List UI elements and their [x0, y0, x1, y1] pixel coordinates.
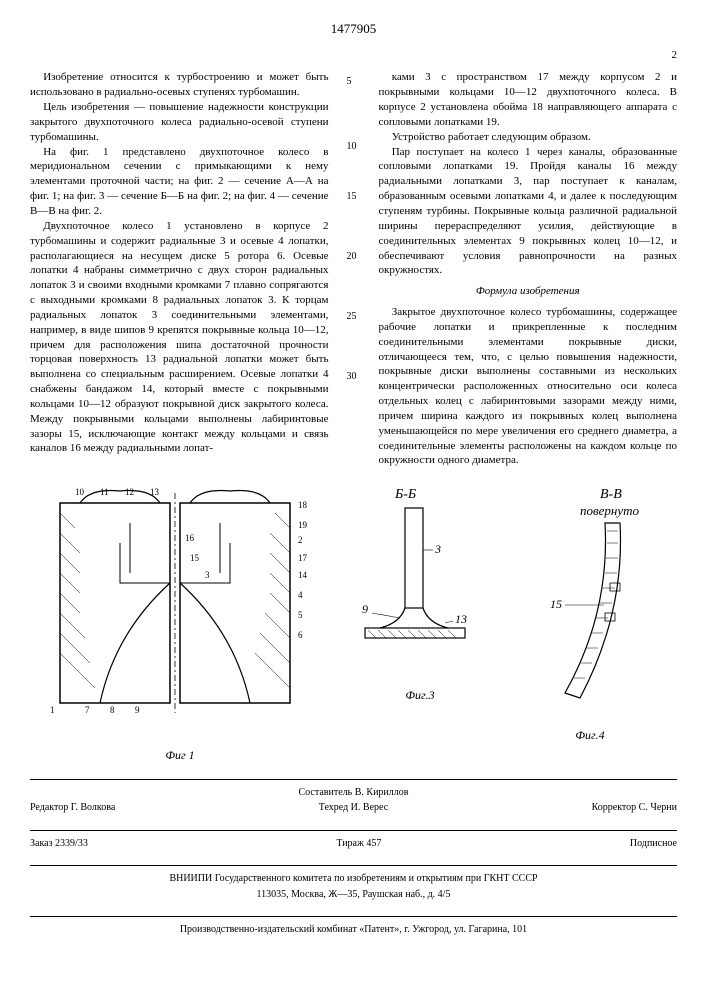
right-column: ками 3 с пространством 17 между корпусом…: [379, 70, 678, 468]
svg-text:18: 18: [298, 500, 308, 510]
plant: Производственно-издательский комбинат «П…: [30, 923, 677, 937]
para: Цель изобретения — повышение надежности …: [30, 100, 329, 145]
para: ками 3 с пространством 17 между корпусом…: [379, 70, 678, 129]
svg-text:повернуто: повернуто: [580, 503, 640, 518]
address: 113035, Москва, Ж—35, Раушская наб., д. …: [30, 888, 677, 902]
svg-text:3: 3: [205, 570, 210, 580]
credits-row: Редактор Г. Волкова Техред И. Верес Корр…: [30, 801, 677, 815]
vniipi: ВНИИПИ Государственного комитета по изоб…: [30, 872, 677, 886]
tirazh: Тираж 457: [336, 837, 381, 851]
para: Пар поступает на колесо 1 через каналы, …: [379, 145, 678, 279]
left-column: Изобретение относится к турбостроению и …: [30, 70, 329, 468]
fig4-caption: Фиг.4: [575, 727, 604, 743]
figure-4: В-В повернуто 15 Фиг.4: [510, 483, 670, 743]
fig4-svg: В-В повернуто 15: [510, 483, 670, 723]
svg-text:5: 5: [298, 610, 303, 620]
svg-text:13: 13: [455, 612, 467, 626]
svg-text:15: 15: [550, 597, 562, 611]
svg-text:4: 4: [298, 590, 303, 600]
divider: [30, 830, 677, 831]
order: Заказ 2339/33: [30, 837, 88, 851]
divider: [30, 916, 677, 917]
svg-text:16: 16: [185, 533, 195, 543]
para: Двухпоточное колесо 1 установлено в корп…: [30, 219, 329, 457]
svg-text:14: 14: [298, 570, 308, 580]
svg-text:15: 15: [190, 553, 200, 563]
svg-text:17: 17: [298, 553, 308, 563]
svg-text:В-В: В-В: [600, 487, 622, 502]
svg-text:9: 9: [362, 602, 368, 616]
fig3-svg: Б-Б 3 9 13: [350, 483, 490, 683]
figure-1: 18 19 2 17 14 4 5 6 1 7 8 9 10 11 12 13 …: [30, 483, 330, 763]
para: Устройство работает следующим образом.: [379, 130, 678, 145]
fig3-caption: Фиг.3: [405, 687, 434, 703]
editor: Редактор Г. Волкова: [30, 801, 115, 815]
figures-area: 18 19 2 17 14 4 5 6 1 7 8 9 10 11 12 13 …: [30, 483, 677, 763]
divider: [30, 779, 677, 780]
text-columns: Изобретение относится к турбостроению и …: [30, 70, 677, 468]
divider: [30, 865, 677, 866]
formula-title: Формула изобретения: [379, 284, 678, 299]
svg-text:11: 11: [100, 487, 109, 497]
svg-text:6: 6: [298, 630, 303, 640]
subscription: Подписное: [630, 837, 677, 851]
techred: Техред И. Верес: [319, 801, 388, 815]
figure-3: Б-Б 3 9 13 Фиг.3: [350, 483, 490, 703]
compiler: Составитель В. Кириллов: [30, 786, 677, 800]
para: Закрытое двухпоточное колесо турбомашины…: [379, 305, 678, 468]
order-row: Заказ 2339/33 Тираж 457 Подписное: [30, 837, 677, 851]
svg-text:19: 19: [298, 520, 308, 530]
svg-text:10: 10: [75, 487, 85, 497]
para: На фиг. 1 представлено двухпоточное коле…: [30, 145, 329, 219]
corrector: Корректор С. Черни: [592, 801, 677, 815]
svg-text:2: 2: [298, 535, 303, 545]
doc-number: 1477905: [30, 20, 677, 38]
page-num: 2: [30, 48, 677, 63]
fig1-svg: 18 19 2 17 14 4 5 6 1 7 8 9 10 11 12 13 …: [30, 483, 330, 743]
svg-text:7: 7: [85, 705, 90, 715]
para: Изобретение относится к турбостроению и …: [30, 70, 329, 100]
svg-text:9: 9: [135, 705, 140, 715]
line-markers: 5 10 15 20 25 30: [347, 70, 361, 468]
svg-text:3: 3: [434, 542, 441, 556]
fig1-caption: Фиг 1: [165, 747, 194, 763]
svg-text:12: 12: [125, 487, 134, 497]
fig3-section-label: Б-Б: [394, 487, 416, 502]
svg-text:1: 1: [50, 705, 55, 715]
svg-text:8: 8: [110, 705, 115, 715]
svg-text:13: 13: [150, 487, 160, 497]
